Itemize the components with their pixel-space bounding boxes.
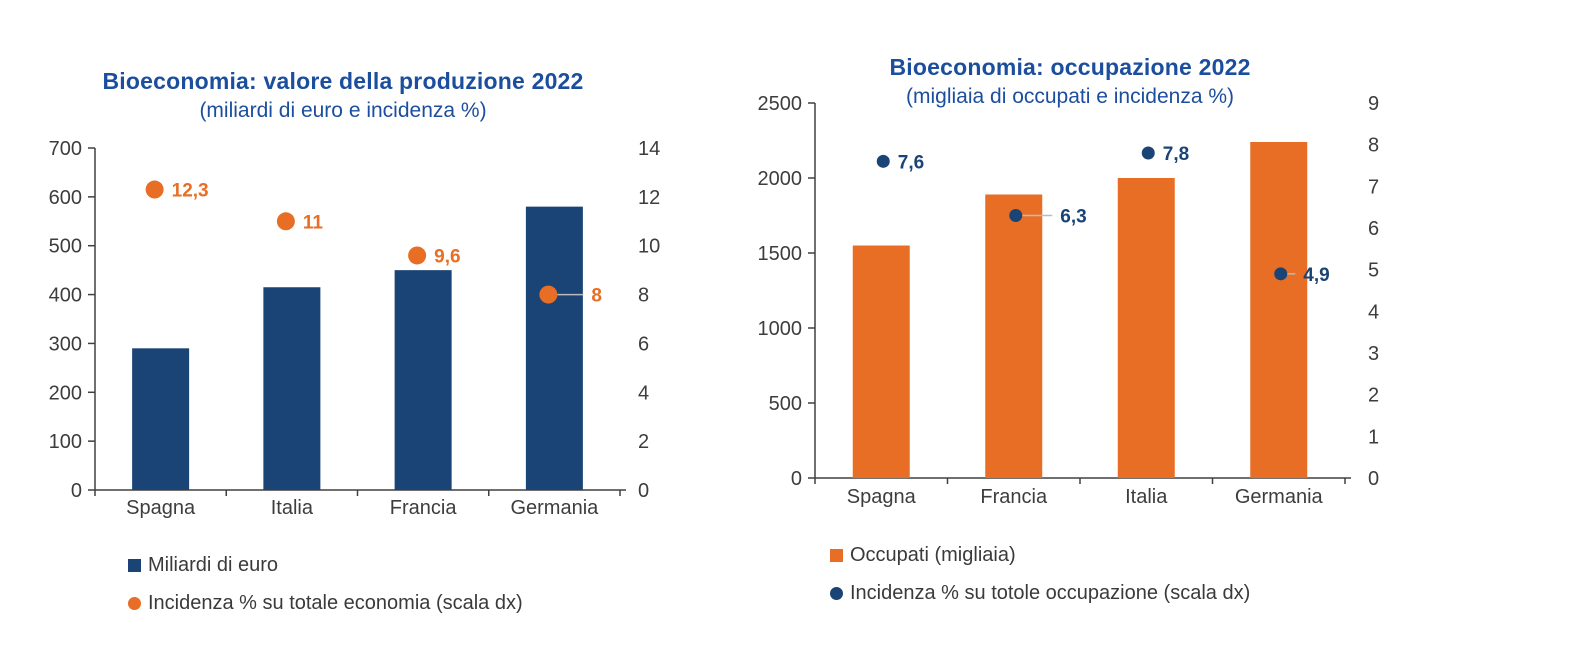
chart1-legend-label-dots: Incidenza % su totale economia (scala dx…: [148, 591, 523, 614]
dot-value-label: 12,3: [172, 181, 209, 202]
y-right-tick-label: 1: [1368, 426, 1379, 448]
bar-italia: [1117, 178, 1175, 478]
y-right-tick-label: 14: [638, 138, 660, 160]
x-category-label: Germania: [1235, 486, 1324, 508]
dot-value-label: 4,9: [1303, 265, 1329, 286]
dot-value-label: 7,6: [898, 152, 924, 173]
bar-series-marker-icon: [128, 558, 141, 572]
x-category-label: Spagna: [126, 497, 196, 519]
y-right-tick-label: 5: [1368, 260, 1379, 282]
y-right-tick-label: 0: [638, 480, 649, 502]
dot-francia: [1009, 209, 1023, 222]
y-left-tick-label: 300: [49, 333, 82, 355]
dot-series-marker-icon: [128, 596, 141, 610]
y-left-tick-label: 0: [791, 468, 802, 490]
y-left-tick-label: 400: [49, 285, 82, 307]
y-left-tick-label: 700: [49, 138, 82, 160]
dot-spagna: [876, 154, 890, 168]
y-right-tick-label: 3: [1368, 343, 1379, 365]
x-category-label: Spagna: [847, 486, 917, 508]
x-category-label: Germania: [510, 497, 599, 519]
y-left-tick-label: 200: [49, 382, 82, 404]
y-right-tick-label: 8: [638, 285, 649, 307]
dot-italia: [1141, 146, 1155, 160]
chart1-title: Bioeconomia: valore della produzione 202…: [102, 68, 584, 94]
chart1-subtitle: (miliardi di euro e incidenza %): [199, 99, 487, 122]
y-left-tick-label: 2000: [758, 168, 803, 190]
y-left-tick-label: 500: [49, 236, 82, 258]
bar-italia: [263, 287, 321, 490]
y-right-tick-label: 7: [1368, 176, 1379, 198]
chart1-legend: Miliardi di euro Incidenza % su totale e…: [128, 552, 523, 628]
chart1-plot: 0 100 200 300 400 500 600 700 0 2 4 6 8 10 12 14 Spagna I…: [49, 138, 661, 519]
chart2-legend: Occupati (migliaia) Incidenza % su totol…: [830, 542, 1250, 618]
y-right-tick-label: 0: [1368, 468, 1379, 490]
chart2-legend-label-dots: Incidenza % su totole occupazione (scala…: [850, 581, 1251, 604]
chart2-subtitle: (migliaia di occupati e incidenza %): [906, 85, 1234, 108]
y-left-tick-label: 600: [49, 187, 82, 209]
y-right-tick-label: 4: [638, 382, 649, 404]
x-category-label: Italia: [1125, 486, 1168, 508]
dot-francia: [408, 246, 427, 265]
y-right-tick-label: 2: [638, 431, 649, 453]
bar-germania: [525, 206, 583, 490]
dot-value-label: 9,6: [434, 246, 460, 267]
bar-germania: [1250, 142, 1308, 478]
chart1-legend-label-bars: Miliardi di euro: [148, 553, 279, 576]
chart2-legend-item-bars: Occupati (migliaia): [830, 542, 1250, 568]
y-right-tick-label: 10: [638, 236, 660, 258]
dot-germania: [1274, 267, 1288, 281]
bar-spagna: [852, 245, 910, 478]
dot-value-label: 6,3: [1060, 207, 1086, 228]
x-category-label: Francia: [390, 497, 458, 519]
dot-germania: [539, 285, 558, 304]
dot-value-label: 8: [591, 286, 602, 307]
chart2-legend-label-bars: Occupati (migliaia): [850, 543, 1016, 566]
chart1-legend-item-dots: Incidenza % su totale economia (scala dx…: [128, 590, 523, 616]
y-right-tick-label: 12: [638, 187, 660, 209]
y-right-tick-label: 6: [638, 333, 649, 355]
bar-francia: [394, 270, 452, 490]
chart1-legend-item-bars: Miliardi di euro: [128, 552, 523, 578]
dot-series-marker-icon: [830, 586, 843, 600]
y-right-tick-label: 6: [1368, 218, 1379, 240]
chart2-plot: 0 500 1000 1500 2000 2500 0 1 2 3 4 5 6 7 8 9 Spagna Fran…: [758, 93, 1380, 508]
y-right-tick-label: 4: [1368, 301, 1379, 323]
y-left-tick-label: 0: [71, 480, 82, 502]
chart2-legend-item-dots: Incidenza % su totole occupazione (scala…: [830, 580, 1250, 606]
x-category-label: Italia: [271, 497, 314, 519]
bar-series-marker-icon: [830, 548, 843, 562]
chart2-title: Bioeconomia: occupazione 2022: [889, 54, 1251, 80]
dot-spagna: [145, 180, 164, 199]
dot-value-label: 11: [303, 212, 324, 233]
y-left-tick-label: 1000: [758, 318, 803, 340]
y-left-tick-label: 500: [769, 393, 802, 415]
y-right-tick-label: 2: [1368, 385, 1379, 407]
dot-italia: [276, 212, 295, 231]
bar-francia: [985, 194, 1043, 478]
y-left-tick-label: 100: [49, 431, 82, 453]
dot-value-label: 7,8: [1163, 144, 1189, 165]
x-category-label: Francia: [980, 486, 1048, 508]
bar-spagna: [132, 348, 190, 490]
y-right-tick-label: 8: [1368, 135, 1379, 157]
y-left-tick-label: 2500: [758, 93, 803, 115]
y-left-tick-label: 1500: [758, 243, 803, 265]
y-right-tick-label: 9: [1368, 93, 1379, 115]
